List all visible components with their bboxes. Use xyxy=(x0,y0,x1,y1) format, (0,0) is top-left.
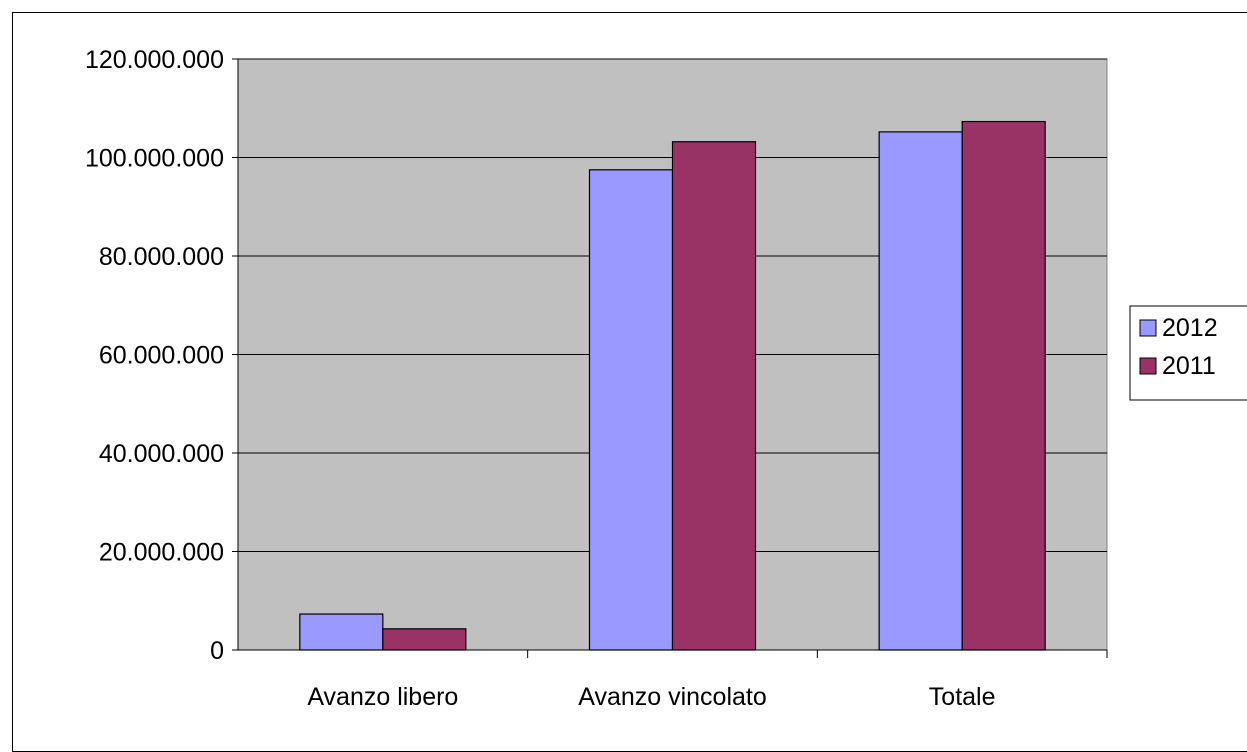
bar-2012-0 xyxy=(300,614,383,650)
legend-swatch xyxy=(1140,320,1156,336)
y-tick-label: 60.000.000 xyxy=(99,342,224,370)
bar-2011-0 xyxy=(383,629,466,650)
bar-2012-1 xyxy=(590,170,673,650)
bar-2011-1 xyxy=(673,142,756,650)
y-tick-label: 80.000.000 xyxy=(99,243,224,271)
y-tick-label: 120.000.000 xyxy=(85,46,224,74)
y-tick-label: 20.000.000 xyxy=(99,539,224,567)
y-tick-label: 0 xyxy=(210,637,224,665)
y-tick-label: 100.000.000 xyxy=(85,145,224,173)
legend-label: 2011 xyxy=(1162,352,1216,380)
y-tick-label: 40.000.000 xyxy=(99,440,224,468)
x-category-labels: Avanzo libero Avanzo vincolato Totale xyxy=(307,683,995,711)
legend-label: 2012 xyxy=(1162,314,1218,342)
legend-swatch xyxy=(1140,358,1156,374)
bar-2011-2 xyxy=(962,122,1045,650)
x-category-label: Totale xyxy=(929,683,996,711)
legend: 2012 2011 xyxy=(1130,306,1247,400)
y-tick-labels: 0 20.000.000 40.000.000 60.000.000 80.000.00… xyxy=(85,46,224,665)
x-category-label: Avanzo vincolato xyxy=(578,683,767,711)
bar-2012-2 xyxy=(879,132,962,650)
x-category-label: Avanzo libero xyxy=(307,683,458,711)
bar-chart: 0 20.000.000 40.000.000 60.000.000 80.000.00… xyxy=(0,0,1247,731)
